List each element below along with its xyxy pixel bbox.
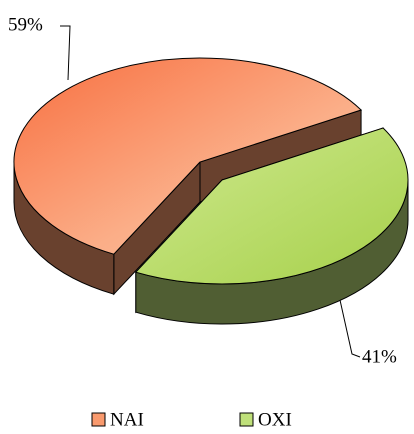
slice-top xyxy=(134,127,409,285)
legend-label: OXI xyxy=(258,409,292,430)
data-label: 41% xyxy=(362,346,397,367)
leader-line xyxy=(60,25,71,81)
slice xyxy=(134,127,409,325)
slice-top xyxy=(13,57,363,255)
pie xyxy=(13,57,409,325)
slice xyxy=(13,57,363,296)
legend-label: NAI xyxy=(110,409,144,430)
legend-swatch xyxy=(239,412,254,427)
data-label: 59% xyxy=(8,14,43,35)
legend-swatch xyxy=(91,412,106,427)
leader-line xyxy=(339,299,361,358)
labels: 59% 41% NAI OXI xyxy=(8,14,397,430)
